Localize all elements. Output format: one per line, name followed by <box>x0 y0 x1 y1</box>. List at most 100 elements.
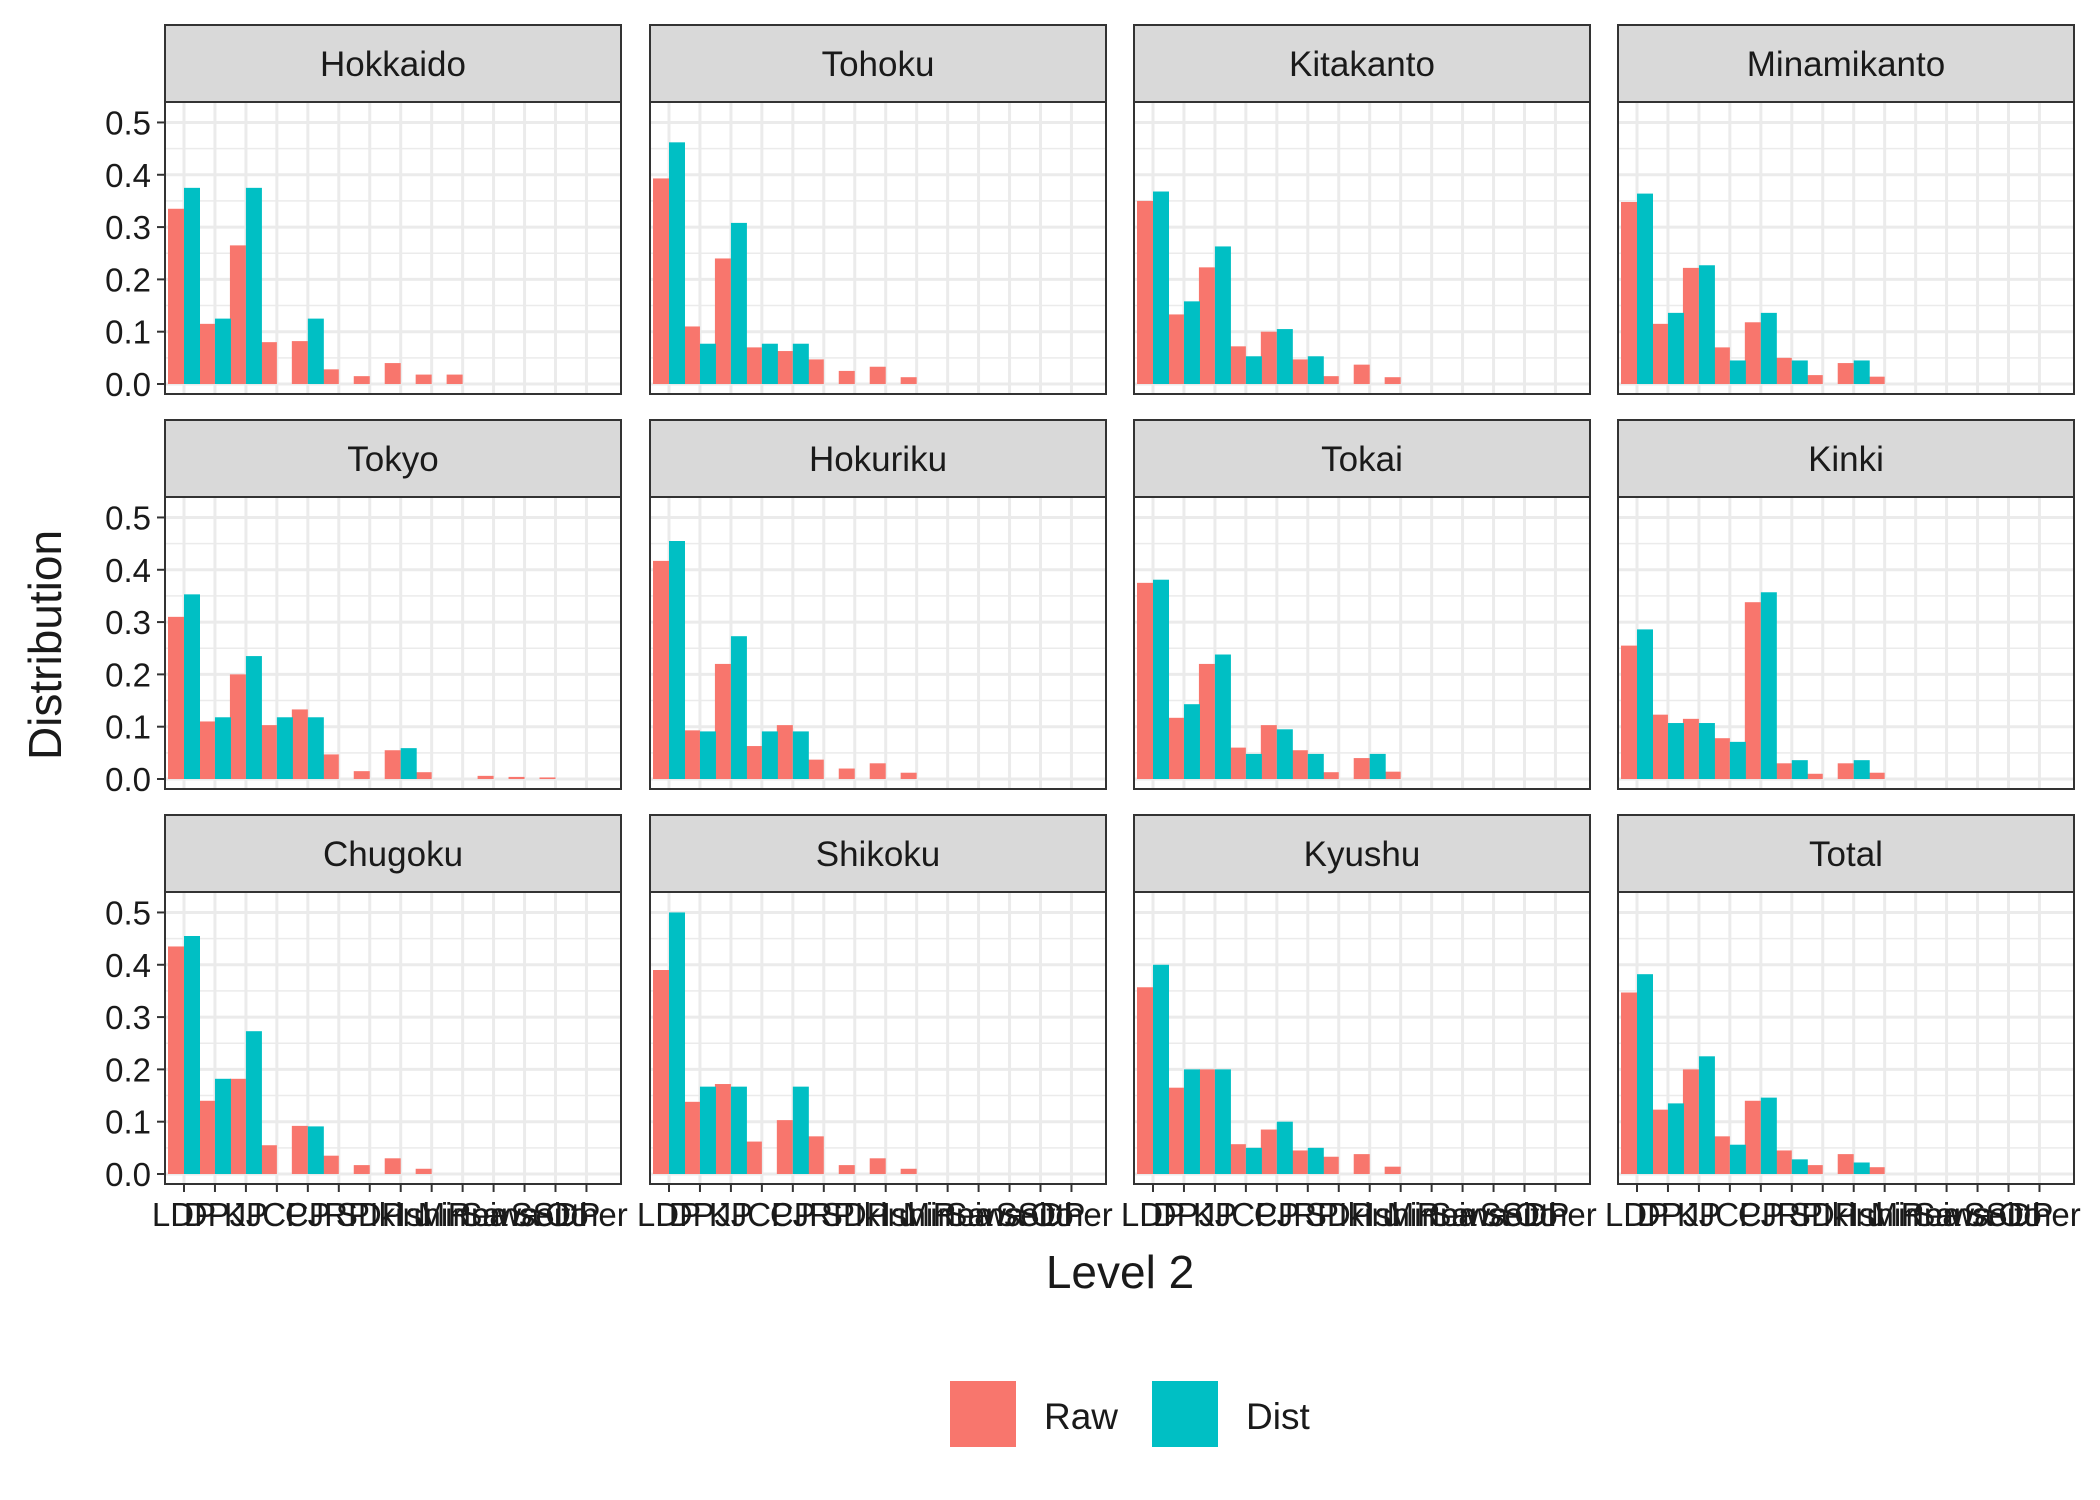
bar-raw-cp <box>1744 602 1761 779</box>
bar-raw-dpj <box>1167 314 1184 384</box>
bar-raw-ikiru <box>1353 758 1370 779</box>
bar-raw-ikiru <box>1353 1154 1370 1174</box>
y-tick-label: 0.4 <box>105 157 151 194</box>
bar-dist-jcp <box>1245 1147 1262 1174</box>
bar-raw-jrp <box>1291 359 1308 384</box>
bar-raw-kp <box>1198 267 1215 384</box>
bar-raw-dpj <box>198 1100 215 1174</box>
bar-dist-cp <box>1276 729 1293 779</box>
bar-raw-jcp <box>1229 1144 1246 1174</box>
bar-dist-ldp <box>184 187 200 384</box>
bar-raw-ishin <box>415 772 432 779</box>
panel-strip <box>164 24 622 103</box>
y-tick-label: 0.5 <box>105 499 151 536</box>
panel-tokyo: Tokyo 0.0 0.1 0.2 0.3 0.4 0.5 <box>105 419 622 798</box>
bar-raw-ldp <box>1137 582 1153 779</box>
bar-raw-ishin <box>900 1168 917 1174</box>
y-tick-label: 0.1 <box>105 314 151 351</box>
x-tick-label: JCP <box>1215 1196 1277 1233</box>
bar-dist-cp <box>307 717 324 779</box>
x-tick-label: Sanseito <box>1913 1196 2041 1233</box>
x-tick-label: LDP <box>152 1196 216 1233</box>
x-tick-label: SDP <box>821 1196 889 1233</box>
panel-title: Kinki <box>1808 440 1884 479</box>
bar-raw-ikiru <box>1837 763 1854 779</box>
x-tick-label: SDP <box>336 1196 404 1233</box>
bar-raw-jrp <box>1775 763 1792 779</box>
bar-dist-kp <box>1698 1056 1715 1174</box>
bar-raw-cp <box>776 725 793 779</box>
bar-raw-jcp <box>1229 346 1246 384</box>
x-tick-label: CP <box>285 1196 331 1233</box>
bar-dist-kp <box>1214 1069 1231 1174</box>
bar-raw-sdp <box>353 376 370 384</box>
bar-raw-ikiru <box>384 750 401 779</box>
legend-swatch-raw <box>950 1381 1016 1447</box>
panel-title: Hokkaido <box>320 45 466 84</box>
bar-dist-dpj <box>1183 704 1200 779</box>
panel-title: Total <box>1809 835 1883 874</box>
bar-raw-cp <box>1744 322 1761 384</box>
bar-raw-kp <box>1198 663 1215 779</box>
bar-dist-cp <box>307 318 324 384</box>
bar-dist-kp <box>730 222 747 384</box>
x-tick-label: SDP <box>1305 1196 1373 1233</box>
x-tick-label: JRP <box>1761 1196 1823 1233</box>
bar-dist-ldp <box>669 912 685 1174</box>
x-tick-label: Other <box>1030 1196 1113 1233</box>
bar-raw-sdp <box>838 768 855 779</box>
x-tick-label: CP <box>770 1196 816 1233</box>
panel-border <box>164 891 622 1185</box>
bar-raw-dpj <box>1167 717 1184 779</box>
x-tick-label: SSDP <box>511 1196 601 1233</box>
bar-dist-ldp <box>1637 974 1653 1174</box>
bar-raw-ikiru <box>869 763 886 779</box>
x-tick-label: LDP <box>637 1196 701 1233</box>
bar-raw-ishin <box>415 374 432 384</box>
bar-raw-ishin <box>415 1168 432 1174</box>
bar-raw-ikiru <box>869 366 886 384</box>
bar-dist-ldp <box>184 594 200 779</box>
bar-raw-cp <box>291 1125 308 1174</box>
bar-raw-jcp <box>745 1141 762 1174</box>
legend-label-raw: Raw <box>1044 1396 1118 1437</box>
bar-dist-kp <box>245 187 262 384</box>
panel-border <box>1617 891 2075 1185</box>
panel-title: Kitakanto <box>1289 45 1435 84</box>
x-tick-label: JRP <box>793 1196 855 1233</box>
bar-raw-sdp <box>1322 772 1339 779</box>
panel-title: Minamikanto <box>1747 45 1945 84</box>
panel-border <box>1133 891 1591 1185</box>
panel-kyushu: Kyushu LDPDPJKPJCPCPJRPSDPIkiruIshinMinna… <box>1121 814 1597 1233</box>
bar-dist-cp <box>1760 592 1777 779</box>
bar-raw-ldp <box>653 970 669 1174</box>
bar-raw-ldp <box>168 946 184 1174</box>
x-tick-label: CP <box>1254 1196 1300 1233</box>
bar-dist-ldp <box>1153 191 1169 384</box>
bar-dist-jcp <box>1729 1144 1746 1174</box>
panel-shikoku: Shikoku LDPDPJKPJCPCPJRPSDPIkiruIshinMinn… <box>637 814 1113 1233</box>
panel-border <box>164 496 622 790</box>
bar-raw-kp <box>1682 1069 1699 1174</box>
bar-raw-sdp <box>1806 1165 1823 1174</box>
legend: Raw Dist <box>950 1381 1310 1447</box>
x-tick-label: Ikiru <box>855 1196 917 1233</box>
y-tick-label: 0.4 <box>105 552 151 589</box>
panel-strip <box>164 419 622 498</box>
bar-raw-jrp <box>807 1136 824 1174</box>
bar-raw-ldp <box>653 560 669 779</box>
x-tick-label: Ikiru <box>370 1196 432 1233</box>
bar-raw-jrp <box>1291 1150 1308 1174</box>
x-tick-label: KP <box>224 1196 268 1233</box>
bar-raw-kp <box>714 1084 731 1174</box>
bar-dist-cp <box>1760 1097 1777 1174</box>
bar-raw-jrp <box>1291 750 1308 779</box>
bar-dist-dpj <box>699 731 716 779</box>
panel-tokai: Tokai <box>1133 419 1591 790</box>
x-tick-label: DPJ <box>1153 1196 1215 1233</box>
y-tick-label: 0.2 <box>105 1051 151 1088</box>
y-tick-label: 0.3 <box>105 209 151 246</box>
bar-raw-ikiru <box>384 1158 401 1174</box>
bar-dist-jrp <box>1791 360 1808 384</box>
bar-dist-cp <box>792 343 809 384</box>
